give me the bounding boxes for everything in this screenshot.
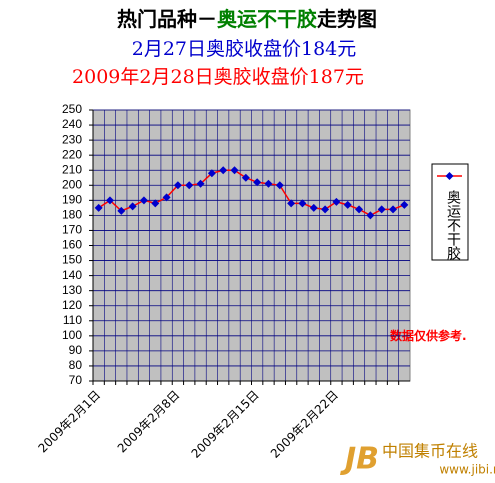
data-point xyxy=(230,166,239,175)
legend-marker xyxy=(445,172,454,180)
y-tick-label: 90 xyxy=(69,343,83,357)
y-tick-label: 140 xyxy=(62,268,82,282)
y-tick-label: 240 xyxy=(62,117,82,131)
data-point xyxy=(332,197,341,206)
x-tick-label: 2009年2月15日 xyxy=(189,388,262,461)
data-point xyxy=(105,196,114,205)
subtitle: 2009年2月28日奥胶收盘价187元 xyxy=(72,66,364,88)
data-point xyxy=(298,199,307,208)
y-tick-label: 130 xyxy=(62,283,82,297)
y-tick-label: 100 xyxy=(62,328,82,342)
annotation-box: 数据仅供参考. xyxy=(390,329,467,343)
data-point xyxy=(117,206,126,215)
data-point xyxy=(139,196,148,205)
title-part: 走势图 xyxy=(317,7,377,31)
data-point xyxy=(400,200,409,209)
data-point xyxy=(219,166,228,175)
subtitle: 2月27日奥胶收盘价184元 xyxy=(132,38,357,60)
y-tick-label: 180 xyxy=(62,208,82,222)
data-line xyxy=(98,169,405,217)
y-tick-label: 70 xyxy=(69,373,83,387)
title-part: 奥运不干胶 xyxy=(217,7,317,31)
data-point xyxy=(253,178,262,187)
y-tick-label: 190 xyxy=(62,193,82,207)
legend-label: 奥运不干胶 xyxy=(445,189,461,261)
y-tick-label: 210 xyxy=(62,162,82,176)
y-tick-label: 250 xyxy=(62,102,82,116)
data-point xyxy=(275,181,284,190)
chart-title: 热门品种－奥运不干胶走势图 xyxy=(117,7,377,31)
y-tick-label: 120 xyxy=(62,298,82,312)
title-part: 热门品种－ xyxy=(117,7,217,31)
data-point xyxy=(241,173,250,182)
legend-box xyxy=(431,163,469,261)
data-point xyxy=(94,203,103,212)
data-point xyxy=(366,211,375,220)
data-point xyxy=(151,199,160,208)
data-point xyxy=(377,205,386,214)
data-point xyxy=(264,179,273,188)
watermark-url: www.jibi.net xyxy=(439,463,495,477)
data-point xyxy=(196,179,205,188)
data-point xyxy=(287,199,296,208)
data-point xyxy=(343,200,352,209)
data-point xyxy=(162,193,171,202)
y-tick-label: 150 xyxy=(62,253,82,267)
data-point xyxy=(128,202,137,211)
y-tick-label: 200 xyxy=(62,177,82,191)
y-tick-label: 160 xyxy=(62,238,82,252)
y-tick-label: 80 xyxy=(69,358,83,372)
watermark-logo: JB xyxy=(340,442,379,477)
data-point xyxy=(389,205,398,214)
annotation: 数据仅供参考. xyxy=(390,329,467,343)
x-tick-label: 2009年2月22日 xyxy=(268,388,341,461)
data-point xyxy=(355,205,364,214)
y-tick-label: 170 xyxy=(62,223,82,237)
data-point xyxy=(207,169,216,178)
y-tick-label: 110 xyxy=(63,313,82,327)
data-point xyxy=(173,181,182,190)
y-tick-label: 230 xyxy=(62,132,82,146)
watermark-name: 中国集币在线 xyxy=(382,442,478,461)
data-point xyxy=(309,203,318,212)
data-point xyxy=(321,205,330,214)
x-tick-label: 2009年2月8日 xyxy=(115,388,183,456)
data-point xyxy=(185,181,194,190)
x-tick-label: 2009年2月1日 xyxy=(36,388,104,456)
y-tick-label: 220 xyxy=(62,147,82,161)
